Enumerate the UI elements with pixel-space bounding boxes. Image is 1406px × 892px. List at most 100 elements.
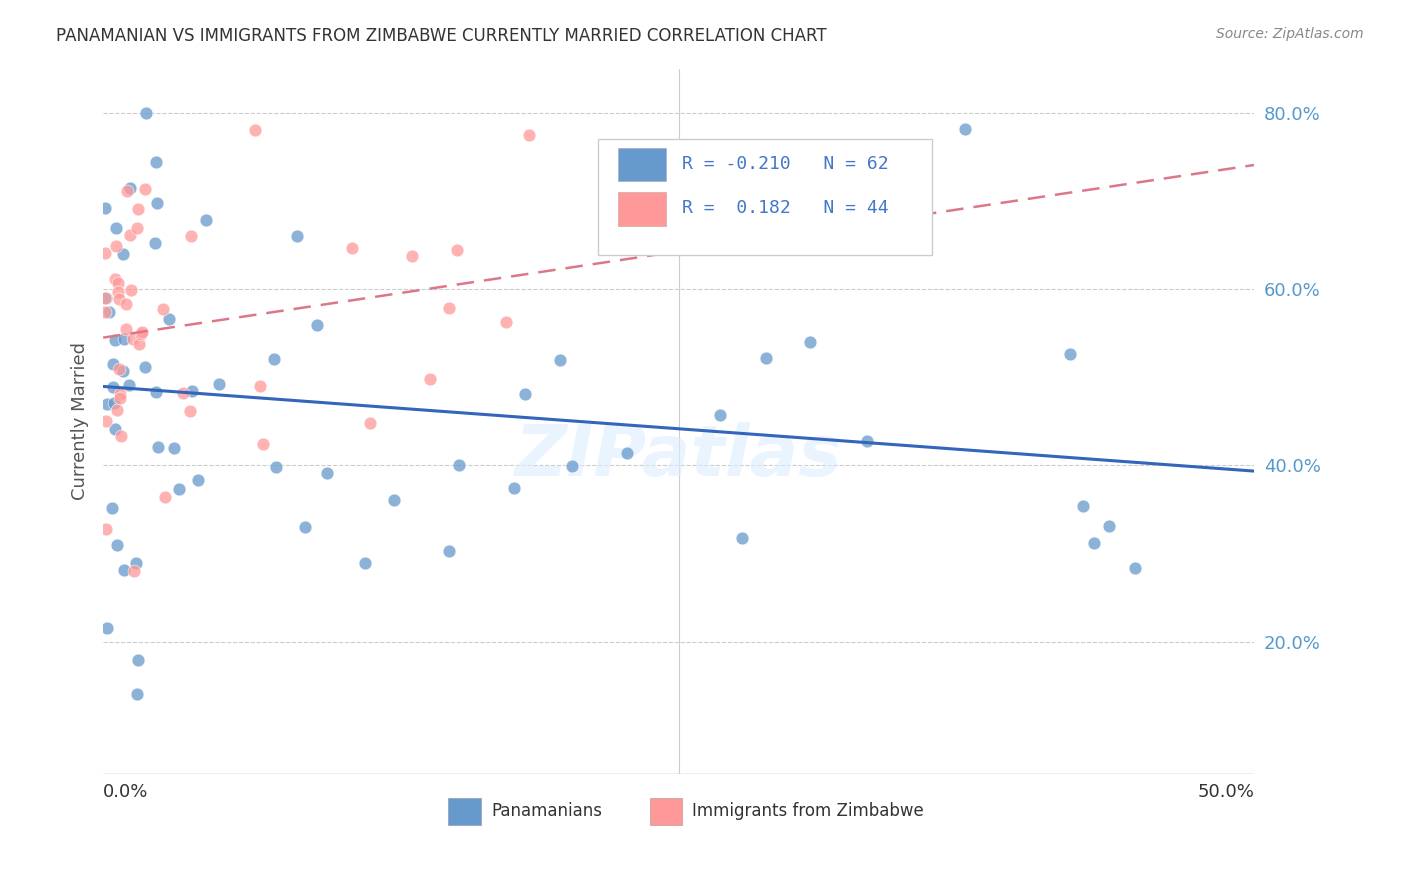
Point — [152, 301, 174, 316]
Point — [517, 128, 540, 142]
Point — [122, 564, 145, 578]
Text: Panamanians: Panamanians — [491, 803, 602, 821]
Bar — [617, 192, 666, 226]
Point — [1083, 536, 1105, 550]
Point — [108, 361, 131, 376]
Point — [263, 351, 285, 366]
Text: R = -0.210   N = 62: R = -0.210 N = 62 — [682, 155, 889, 173]
Point — [153, 490, 176, 504]
Point — [105, 537, 128, 551]
Point — [401, 249, 423, 263]
Point — [135, 105, 157, 120]
Point — [315, 467, 337, 481]
Point — [129, 327, 152, 342]
Point — [146, 440, 169, 454]
Point — [145, 155, 167, 169]
Point — [513, 387, 536, 401]
Point — [104, 333, 127, 347]
Point — [243, 123, 266, 137]
Point — [101, 357, 124, 371]
Point — [98, 305, 121, 319]
Point — [307, 318, 329, 332]
Text: 50.0%: 50.0% — [1198, 783, 1254, 801]
Point — [114, 297, 136, 311]
Point — [353, 556, 375, 570]
Point — [118, 227, 141, 242]
Point — [128, 337, 150, 351]
Point — [107, 292, 129, 306]
Point — [1071, 499, 1094, 513]
Point — [419, 372, 441, 386]
Point — [94, 304, 117, 318]
Point — [104, 220, 127, 235]
Point — [252, 437, 274, 451]
Point — [1125, 560, 1147, 574]
Point — [131, 326, 153, 340]
Point — [180, 229, 202, 244]
Point — [111, 246, 134, 260]
Point — [112, 332, 135, 346]
Point — [294, 520, 316, 534]
Point — [163, 441, 186, 455]
Point — [134, 182, 156, 196]
Point — [731, 531, 754, 545]
Bar — [617, 147, 666, 181]
Point — [146, 195, 169, 210]
Point — [340, 241, 363, 255]
Point — [111, 363, 134, 377]
Text: Source: ZipAtlas.com: Source: ZipAtlas.com — [1216, 27, 1364, 41]
Point — [561, 458, 583, 473]
Point — [179, 403, 201, 417]
Point — [115, 322, 138, 336]
Point — [1059, 347, 1081, 361]
Point — [359, 416, 381, 430]
Point — [799, 335, 821, 350]
Point — [856, 434, 879, 448]
Point — [107, 403, 129, 417]
Point — [108, 387, 131, 401]
Point — [94, 414, 117, 428]
Text: PANAMANIAN VS IMMIGRANTS FROM ZIMBABWE CURRENTLY MARRIED CORRELATION CHART: PANAMANIAN VS IMMIGRANTS FROM ZIMBABWE C… — [56, 27, 827, 45]
Point — [94, 201, 117, 215]
Point — [118, 377, 141, 392]
Point — [104, 422, 127, 436]
Point — [145, 385, 167, 400]
Point — [124, 556, 146, 570]
Point — [1098, 519, 1121, 533]
Point — [104, 239, 127, 253]
Point — [94, 291, 117, 305]
Point — [955, 122, 977, 136]
Point — [96, 622, 118, 636]
Point — [94, 245, 117, 260]
Text: ZIPatlas: ZIPatlas — [515, 422, 842, 491]
Point — [187, 473, 209, 487]
Point — [249, 379, 271, 393]
Point — [437, 543, 460, 558]
Text: R =  0.182   N = 44: R = 0.182 N = 44 — [682, 199, 889, 218]
Point — [754, 351, 776, 365]
Point — [127, 202, 149, 217]
Point — [125, 220, 148, 235]
Point — [266, 460, 288, 475]
Point — [115, 184, 138, 198]
Point — [122, 332, 145, 346]
Point — [112, 563, 135, 577]
Point — [94, 291, 117, 305]
Text: 0.0%: 0.0% — [103, 783, 149, 801]
Point — [94, 522, 117, 536]
Point — [100, 501, 122, 516]
Point — [110, 429, 132, 443]
Point — [107, 285, 129, 299]
Point — [110, 392, 132, 406]
Point — [96, 397, 118, 411]
Point — [125, 687, 148, 701]
Point — [134, 359, 156, 374]
Point — [101, 380, 124, 394]
Point — [120, 283, 142, 297]
Point — [502, 482, 524, 496]
Bar — [650, 798, 682, 825]
Point — [194, 213, 217, 227]
Point — [437, 301, 460, 315]
Point — [285, 228, 308, 243]
Point — [104, 272, 127, 286]
